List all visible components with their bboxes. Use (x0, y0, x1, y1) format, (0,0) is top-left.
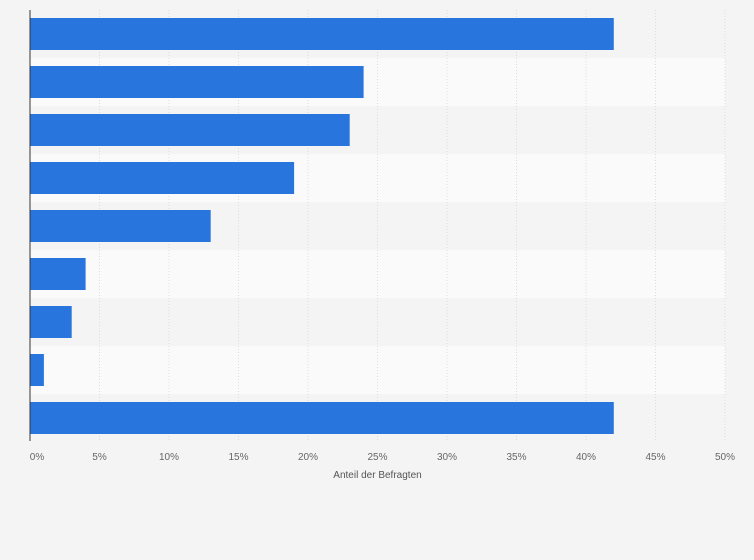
bar (30, 258, 86, 290)
x-tick-label: 20% (298, 452, 318, 463)
bar (30, 402, 614, 434)
x-tick-label: 40% (576, 452, 596, 463)
x-tick-label: 25% (367, 452, 387, 463)
x-tick-label: 15% (228, 452, 248, 463)
bar (30, 306, 72, 338)
x-tick-labels: 0% 5% 10% 15% 20% 25% 30% 35% 40% 45% 50% (30, 452, 735, 463)
bar (30, 114, 350, 146)
x-tick-label: 35% (506, 452, 526, 463)
bar (30, 18, 614, 50)
bar (30, 210, 211, 242)
bar (30, 354, 44, 386)
x-tick-label: 0% (30, 452, 45, 463)
x-tick-label: 5% (92, 452, 107, 463)
x-axis-title: Anteil der Befragten (333, 470, 421, 481)
bars (30, 18, 614, 434)
x-tick-label: 50% (715, 452, 735, 463)
x-tick-label: 10% (159, 452, 179, 463)
bar (30, 66, 364, 98)
x-tick-label: 45% (645, 452, 665, 463)
x-tick-label: 30% (437, 452, 457, 463)
bar (30, 162, 295, 194)
